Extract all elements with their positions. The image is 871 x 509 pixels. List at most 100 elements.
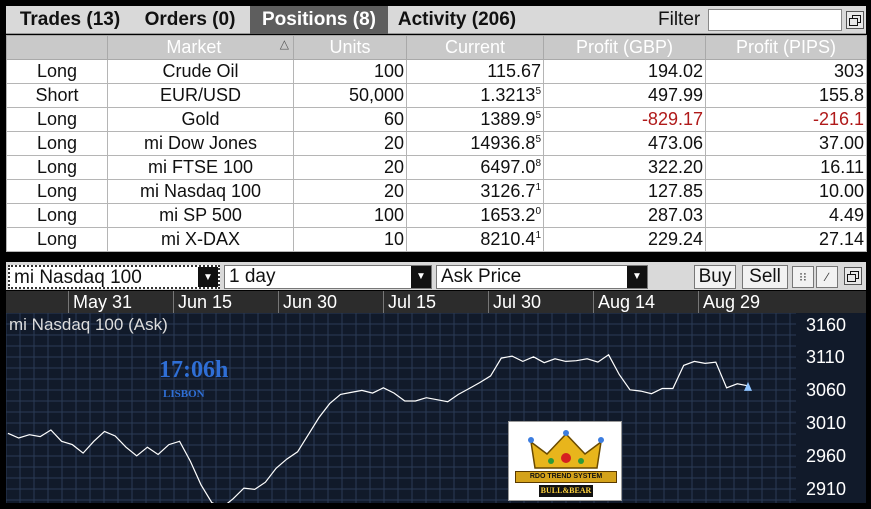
cell-current-fraction: 1 bbox=[535, 182, 541, 193]
x-axis-tick-label: May 31 bbox=[68, 291, 132, 313]
table-row[interactable]: Long mi FTSE 100 20 6497.08 322.20 16.11 bbox=[6, 155, 867, 180]
cell-current-value: 1389.9 bbox=[480, 109, 536, 129]
tab-trades[interactable]: Trades (13) bbox=[19, 9, 121, 30]
table-row[interactable]: Long mi Dow Jones 20 14936.85 473.06 37.00 bbox=[6, 131, 867, 156]
col-header-market-label: Market bbox=[166, 37, 222, 57]
col-header-profit-gbp[interactable]: Profit (GBP) bbox=[543, 35, 706, 60]
table-row[interactable]: Long Gold 60 1389.95 -829.17 -216.1 bbox=[6, 107, 867, 132]
cell-current: 3126.71 bbox=[406, 179, 544, 204]
col-header-current[interactable]: Current bbox=[406, 35, 544, 60]
cell-current-fraction: 0 bbox=[535, 206, 541, 217]
cell-market: mi SP 500 bbox=[107, 203, 294, 228]
cell-profit-pips: 303 bbox=[705, 59, 867, 84]
cell-units-value: 60 bbox=[383, 109, 404, 129]
cell-current-fraction: 5 bbox=[535, 110, 541, 121]
y-axis-tick-label: 3160 bbox=[806, 315, 847, 335]
cell-market: mi FTSE 100 bbox=[107, 155, 294, 180]
popout-icon[interactable] bbox=[846, 11, 864, 29]
cell-units: 20 bbox=[293, 179, 407, 204]
col-header-market[interactable]: Market △ bbox=[107, 35, 294, 60]
col-header-profit-pips[interactable]: Profit (PIPS) bbox=[705, 35, 867, 60]
table-row[interactable]: Long mi Nasdaq 100 20 3126.71 127.85 10.00 bbox=[6, 179, 867, 204]
cell-current-value: 115.67 bbox=[487, 61, 541, 81]
cell-side-value: Long bbox=[36, 157, 78, 177]
cell-side: Long bbox=[6, 59, 108, 84]
cell-side-value: Long bbox=[36, 229, 78, 249]
cell-units: 20 bbox=[293, 131, 407, 156]
tab-activity[interactable]: Activity (206) bbox=[397, 9, 517, 30]
tab-positions[interactable]: Positions (8) bbox=[250, 6, 388, 34]
cell-profit-pips: 155.8 bbox=[705, 83, 867, 108]
cell-profit-gbp-value: -829.17 bbox=[641, 109, 703, 129]
x-axis-tick-label: Jul 30 bbox=[488, 291, 541, 313]
cell-units-value: 50,000 bbox=[348, 85, 404, 105]
cell-current-value: 1.3213 bbox=[480, 85, 536, 105]
y-axis-tick-label: 3060 bbox=[806, 380, 847, 400]
cell-profit-gbp-value: 287.03 bbox=[647, 205, 703, 225]
cell-current-fraction: 1 bbox=[535, 230, 541, 241]
sell-button[interactable]: Sell bbox=[742, 265, 788, 289]
cell-profit-gbp-value: 229.24 bbox=[647, 229, 703, 249]
cell-market-value: mi X-DAX bbox=[160, 229, 240, 249]
interval-select-value: 1 day bbox=[229, 266, 276, 287]
cell-current-fraction: 8 bbox=[535, 158, 541, 169]
x-axis-tick-label: Aug 29 bbox=[698, 291, 760, 313]
cell-profit-gbp: 127.85 bbox=[543, 179, 706, 204]
buy-button[interactable]: Buy bbox=[694, 265, 736, 289]
cell-market-value: Crude Oil bbox=[162, 61, 239, 81]
table-row[interactable]: Short EUR/USD 50,000 1.32135 497.99 155.8 bbox=[6, 83, 867, 108]
sort-indicator-icon: △ bbox=[279, 37, 289, 51]
cell-current: 115.67 bbox=[406, 59, 544, 84]
cell-side-value: Long bbox=[36, 205, 78, 225]
col-header-units[interactable]: Units bbox=[293, 35, 407, 60]
cell-current: 1.32135 bbox=[406, 83, 544, 108]
cell-profit-pips: 27.14 bbox=[705, 227, 867, 252]
cell-market: Gold bbox=[107, 107, 294, 132]
cell-profit-gbp-value: 497.99 bbox=[647, 85, 703, 105]
cell-market: mi Nasdaq 100 bbox=[107, 179, 294, 204]
cell-profit-pips-value: 16.11 bbox=[820, 157, 864, 177]
cell-side-value: Long bbox=[36, 109, 78, 129]
price-series-line bbox=[7, 353, 749, 503]
cell-profit-gbp: 229.24 bbox=[543, 227, 706, 252]
candlestick-icon[interactable]: ⁝⁝ bbox=[792, 266, 814, 288]
instrument-select[interactable]: mi Nasdaq 100 ▼ bbox=[8, 265, 220, 289]
interval-select[interactable]: 1 day ▼ bbox=[224, 265, 432, 289]
cell-profit-pips-value: -216.1 bbox=[812, 109, 864, 129]
cell-profit-gbp: 473.06 bbox=[543, 131, 706, 156]
cell-current: 8210.41 bbox=[406, 227, 544, 252]
chevron-down-icon[interactable]: ▼ bbox=[198, 267, 218, 287]
price-type-select[interactable]: Ask Price ▼ bbox=[436, 265, 648, 289]
cell-profit-pips: 16.11 bbox=[705, 155, 867, 180]
clock-time: 17:06h bbox=[159, 357, 229, 383]
filter-input[interactable] bbox=[708, 9, 842, 31]
cell-units-value: 100 bbox=[373, 61, 404, 81]
cell-profit-gbp-value: 194.02 bbox=[647, 61, 703, 81]
y-axis-tick-label: 2910 bbox=[806, 479, 847, 499]
tab-orders[interactable]: Orders (0) bbox=[144, 9, 236, 30]
popout-icon[interactable] bbox=[844, 267, 862, 285]
line-chart-icon[interactable]: ∕ bbox=[816, 266, 838, 288]
table-row[interactable]: Long Crude Oil 100 115.67 194.02 303 bbox=[6, 59, 867, 84]
cell-profit-pips-value: 303 bbox=[833, 61, 864, 81]
cell-profit-pips-value: 10.00 bbox=[818, 181, 864, 201]
col-header-side[interactable] bbox=[6, 35, 108, 60]
cell-profit-gbp: 322.20 bbox=[543, 155, 706, 180]
cell-units: 20 bbox=[293, 155, 407, 180]
cell-current-value: 3126.7 bbox=[480, 181, 536, 201]
chevron-down-icon[interactable]: ▼ bbox=[627, 266, 647, 288]
table-row[interactable]: Long mi X-DAX 10 8210.41 229.24 27.14 bbox=[6, 227, 867, 252]
cell-current-value: 6497.0 bbox=[480, 157, 536, 177]
cell-side: Long bbox=[6, 107, 108, 132]
positions-table: Market △ Units Current Profit (GBP) Profi… bbox=[6, 35, 867, 252]
cell-profit-gbp-value: 473.06 bbox=[647, 133, 703, 153]
chevron-down-icon[interactable]: ▼ bbox=[411, 266, 431, 288]
cell-units-value: 20 bbox=[383, 181, 404, 201]
cell-current-fraction: 5 bbox=[535, 134, 541, 145]
cell-current-value: 8210.4 bbox=[480, 229, 536, 249]
table-row[interactable]: Long mi SP 500 100 1653.20 287.03 4.49 bbox=[6, 203, 867, 228]
price-chart[interactable]: May 31 Jun 15 Jun 30 Jul 15 Jul 30 Aug 14 Aug … bbox=[6, 291, 866, 503]
cell-market-value: Gold bbox=[181, 109, 220, 129]
cell-current: 1389.95 bbox=[406, 107, 544, 132]
